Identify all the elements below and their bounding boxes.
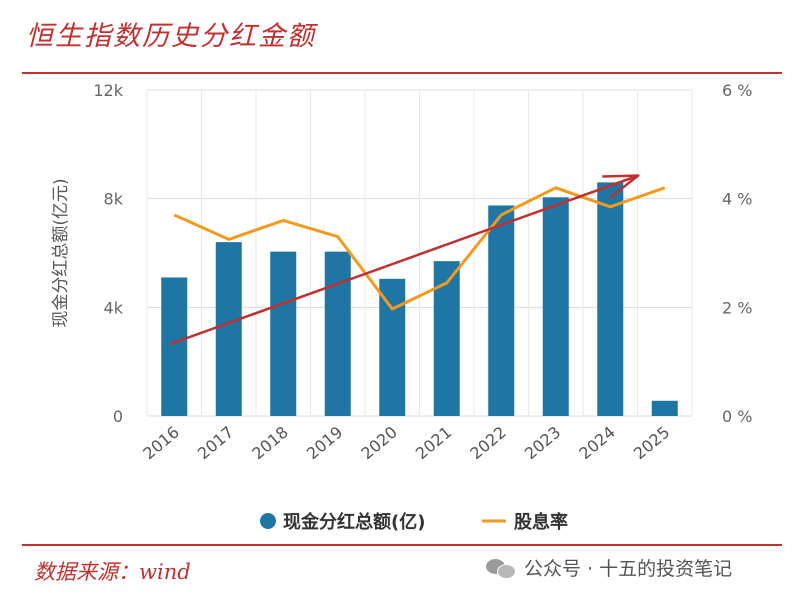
watermark-text: 公众号 · 十五的投资笔记 [524, 558, 733, 580]
legend-line-label: 股息率 [513, 511, 568, 533]
bar [270, 251, 297, 416]
x-tick-label: 2020 [357, 423, 400, 464]
trend-arrow-line [169, 174, 639, 346]
bar [324, 251, 351, 416]
chart-title: 恒生指数历史分红金额 [26, 21, 316, 52]
bar [161, 277, 188, 416]
y2-tick-label: 4 % [722, 190, 752, 209]
bar [651, 400, 678, 416]
data-source: 数据来源：wind [34, 560, 191, 584]
wechat-icon [486, 557, 516, 579]
bar [542, 197, 569, 416]
bar [597, 182, 624, 416]
bar [488, 205, 515, 416]
x-tick-label: 2018 [248, 423, 291, 464]
x-tick-label: 2022 [466, 423, 509, 464]
x-tick-label: 2019 [303, 423, 346, 464]
y-axis-title: 现金分红总额(亿元) [51, 178, 71, 327]
trend-arrow-head [602, 174, 640, 199]
watermark: 公众号 · 十五的投资笔记 [486, 554, 732, 581]
dividend-chart: 0 4k 8k 12k 0 % 2 % 4 % 6 % 现金分红总额(亿元) 2016 2017 20… [51, 81, 752, 533]
title-divider [22, 72, 782, 74]
y2-tick-label: 0 % [722, 407, 752, 426]
legend-bar-swatch [260, 513, 276, 529]
x-tick-label: 2017 [194, 423, 237, 464]
bar [215, 242, 242, 416]
legend-bar-label: 现金分红总额(亿) [283, 511, 425, 533]
x-tick-label: 2024 [575, 423, 618, 464]
y2-tick-label: 6 % [722, 81, 752, 100]
y-tick-label: 0 [113, 407, 123, 426]
y2-tick-label: 2 % [722, 298, 752, 317]
yield-line [173, 186, 666, 311]
x-tick-label: 2016 [139, 423, 182, 464]
y-tick-label: 12k [93, 81, 123, 100]
bar [379, 278, 406, 416]
y-tick-label: 8k [104, 190, 124, 209]
y-tick-label: 4k [104, 298, 124, 317]
x-tick-label: 2023 [521, 423, 564, 464]
x-tick-label: 2021 [412, 423, 455, 464]
footer-divider [22, 544, 782, 546]
x-tick-label: 2025 [630, 423, 673, 464]
